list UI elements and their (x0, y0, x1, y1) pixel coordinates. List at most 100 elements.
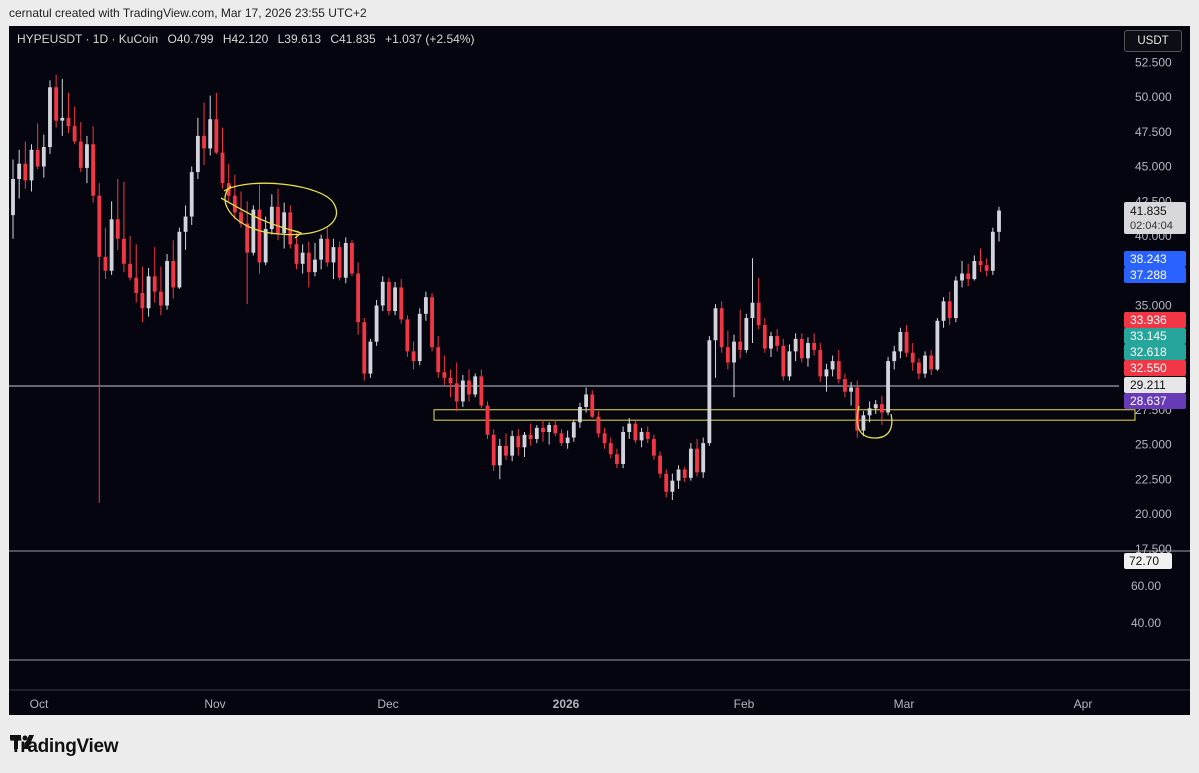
candle-body (331, 247, 336, 263)
candle-body (534, 427, 539, 439)
candle-body (873, 404, 878, 409)
ohlc-legend: HYPEUSDT · 1D · KuCoin O40.799 H42.120 L… (17, 32, 480, 46)
time-axis-tick: Mar (894, 697, 915, 711)
candle-body (861, 415, 866, 431)
candle-body (405, 319, 410, 352)
candle-body (454, 383, 459, 402)
open-value: O40.799 (167, 32, 214, 46)
purple-price-label: 28.637 (1130, 394, 1167, 408)
attribution-text: cernatul created with TradingView.com, M… (9, 6, 367, 20)
candle-body (713, 308, 718, 341)
indicator-axis-tick: 60.00 (1131, 579, 1161, 593)
attribution-bar: cernatul created with TradingView.com, M… (0, 0, 1199, 26)
candle-body (997, 210, 1001, 232)
candle-body (843, 379, 847, 392)
green-price-label-2-box (1124, 344, 1186, 360)
candle-body (245, 223, 250, 253)
candle-body (134, 277, 139, 293)
candle-body (306, 252, 311, 273)
chart-canvas[interactable]: 52.50050.00047.50045.00042.50040.00035.0… (9, 26, 1190, 715)
support-zone (433, 409, 1136, 421)
tradingview-logo[interactable]: TradingView (10, 733, 119, 761)
annotation-arrow (220, 197, 303, 239)
price-axis-tick: 25.000 (1135, 438, 1172, 452)
candle-body (886, 361, 890, 413)
candle-body (343, 242, 348, 278)
time-axis-tick: Oct (30, 697, 49, 711)
candle-body (300, 252, 305, 264)
candle-body (128, 263, 132, 278)
candle-body (578, 406, 582, 423)
candle-body (565, 437, 570, 444)
candle-body (738, 341, 743, 350)
candle-body (214, 119, 219, 153)
candle-body (436, 347, 441, 373)
candle-body (374, 305, 379, 342)
currency-button[interactable]: USDT (1124, 30, 1182, 52)
candle-body (559, 433, 564, 444)
candle-body (978, 261, 983, 266)
candle-body (904, 331, 909, 353)
candle-body (941, 301, 946, 321)
candle-body (571, 422, 576, 438)
blue-price-label-top: 38.243 (1130, 252, 1167, 266)
candle-body (479, 376, 484, 406)
time-axis-tick: 2026 (553, 697, 580, 711)
candle-body (627, 423, 632, 432)
candle-body (195, 135, 200, 173)
candle-body (177, 231, 182, 288)
candle-body (448, 377, 453, 384)
candle-body (239, 212, 243, 224)
candle-body (892, 351, 897, 362)
candle-body (664, 473, 669, 492)
candle-body (793, 338, 798, 352)
candle-body (337, 247, 342, 278)
candle-body (522, 434, 527, 448)
candle-body (165, 261, 169, 306)
candle-body (485, 405, 490, 435)
price-axis-tick: 22.500 (1135, 472, 1172, 486)
low-value: L39.613 (277, 32, 321, 46)
candle-body (812, 343, 817, 350)
candle-body (350, 242, 354, 274)
green-price-label-1: 33.145 (1130, 329, 1167, 343)
candle-body (719, 308, 724, 348)
indicator-value-box (1124, 553, 1172, 569)
candle-body (430, 297, 434, 348)
candle-body (756, 302, 761, 325)
candle-body (707, 340, 712, 444)
time-axis-tick: Feb (734, 697, 755, 711)
candle-body (146, 276, 151, 309)
indicator-value-label: 72.70 (1129, 554, 1159, 568)
candle-body (103, 256, 108, 271)
candle-body (319, 238, 324, 260)
candle-body (781, 345, 786, 377)
tradingview-logo-icon (10, 735, 34, 749)
chart-panel[interactable]: 52.500 50.000 47.500 45.000 42.500 40.000 35.0… (9, 26, 1190, 715)
candle-body (910, 352, 915, 363)
candle-body (417, 313, 422, 362)
candle-body (947, 301, 952, 319)
candle-body (658, 455, 662, 474)
candle-body (504, 445, 508, 456)
candle-body (608, 443, 613, 455)
candle-body (66, 117, 71, 127)
candle-body (257, 209, 262, 263)
symbol-label[interactable]: HYPEUSDT · 1D · KuCoin (17, 32, 159, 46)
candle-body (467, 380, 471, 395)
candle-body (183, 216, 188, 232)
price-axis-tick: 17.500 (1135, 542, 1172, 556)
candle-body (923, 355, 927, 374)
red-price-label-2: 32.550 (1130, 361, 1167, 375)
candle-body (72, 126, 77, 142)
candle-body (516, 436, 521, 448)
candle-body (276, 206, 280, 234)
candle-body (387, 281, 391, 312)
candle-body (972, 261, 977, 280)
candle-body (460, 380, 465, 402)
candle-body (269, 206, 274, 230)
candle-body (368, 341, 373, 374)
countdown-label: 02:04:04 (1130, 220, 1173, 232)
candle-body (836, 361, 841, 380)
annotation-circle (223, 182, 338, 236)
